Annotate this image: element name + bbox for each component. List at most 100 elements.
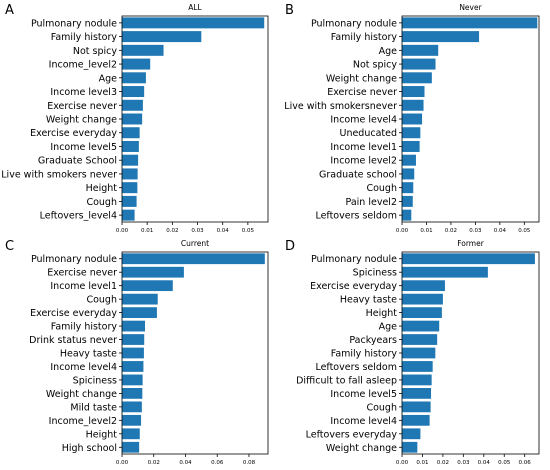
x-tick-label: 0.03 bbox=[457, 460, 470, 466]
bar bbox=[122, 361, 144, 372]
bar bbox=[122, 86, 145, 98]
y-tick-label: Income level1 bbox=[50, 281, 117, 292]
y-tick-label: Pulmonary nodule bbox=[311, 18, 397, 29]
bar bbox=[122, 293, 158, 305]
plot-frame bbox=[121, 15, 269, 223]
bar bbox=[402, 266, 488, 278]
bar bbox=[402, 293, 443, 305]
y-tick-label: Income level4 bbox=[50, 362, 117, 373]
chart-panel-D: D Former Pulmonary nodule Spiciness Exercise… bbox=[285, 239, 540, 466]
bar bbox=[402, 334, 438, 345]
bar bbox=[122, 374, 143, 386]
bar bbox=[402, 361, 433, 372]
y-tick-label: Graduate School bbox=[38, 156, 117, 167]
y-tick-label: Difficult to fall asleep bbox=[296, 375, 397, 386]
bar bbox=[122, 31, 202, 43]
x-tick-label: 0.04 bbox=[217, 228, 230, 234]
bar bbox=[122, 334, 145, 345]
x-tick-label: 0.03 bbox=[469, 228, 482, 234]
bar bbox=[402, 280, 445, 292]
x-tick-label: 0.05 bbox=[498, 460, 511, 466]
y-tick-label: Age bbox=[379, 46, 398, 57]
bar bbox=[122, 195, 137, 207]
plot-frame bbox=[121, 251, 269, 455]
bar bbox=[402, 168, 415, 180]
y-tick-label: Exercise everyday bbox=[30, 308, 117, 319]
y-tick-label: Packyears bbox=[349, 335, 397, 346]
chart-panel-C: C Current Pulmonary nodule Exercise never In… bbox=[5, 239, 269, 466]
bar bbox=[122, 209, 135, 221]
y-tick-label: Spiciness bbox=[353, 268, 397, 279]
y-tick-label: Exercise everyday bbox=[30, 128, 117, 139]
bar bbox=[402, 253, 535, 265]
y-tick-label: Live with smokersnever bbox=[284, 101, 397, 112]
x-tick-label: 0.02 bbox=[445, 228, 457, 234]
y-tick-label: Income level5 bbox=[330, 389, 397, 400]
bar bbox=[402, 127, 421, 139]
bar bbox=[402, 72, 432, 84]
panel-title: Former bbox=[457, 239, 485, 248]
x-tick-label: 0.01 bbox=[420, 228, 432, 234]
bar bbox=[402, 44, 439, 56]
y-tick-label: Cough bbox=[366, 183, 397, 194]
y-tick-label: Uneducated bbox=[339, 128, 397, 139]
bar bbox=[122, 154, 139, 166]
bar bbox=[402, 414, 430, 426]
x-tick-label: 0.05 bbox=[242, 228, 255, 234]
x-tick-label: 0.04 bbox=[494, 228, 507, 234]
y-tick-label: Not spicy bbox=[73, 46, 118, 57]
x-tick-label: 0.06 bbox=[519, 460, 532, 466]
bar bbox=[402, 374, 432, 386]
y-tick-label: Graduate school bbox=[319, 169, 397, 180]
bar bbox=[122, 401, 142, 413]
x-tick-label: 0.02 bbox=[148, 460, 160, 466]
panel-letter: D bbox=[285, 239, 295, 254]
bar bbox=[122, 99, 143, 111]
y-tick-label: Family history bbox=[331, 32, 398, 43]
bar bbox=[402, 182, 414, 194]
bar bbox=[122, 72, 146, 84]
y-tick-label: Exercise never bbox=[47, 268, 117, 279]
x-tick-label: 0.01 bbox=[416, 460, 428, 466]
bar bbox=[402, 154, 416, 166]
bar bbox=[122, 347, 144, 359]
y-tick-label: Leftovers everyday bbox=[306, 429, 398, 440]
bar bbox=[122, 388, 143, 399]
chart-panel-B: B Never Pulmonary nodule Family history Age N… bbox=[284, 3, 540, 234]
x-tick-label: 0.00 bbox=[116, 228, 129, 234]
bar bbox=[122, 441, 140, 453]
y-tick-label: Drink status never bbox=[29, 335, 117, 346]
bar bbox=[122, 17, 265, 29]
panel-title: Current bbox=[181, 239, 209, 248]
y-tick-label: Height bbox=[366, 308, 398, 319]
y-tick-label: Cough bbox=[86, 295, 117, 306]
bar bbox=[122, 280, 173, 292]
y-tick-label: Live with smokers never bbox=[1, 169, 117, 180]
x-tick-label: 0.02 bbox=[437, 460, 449, 466]
y-tick-label: Heavy taste bbox=[60, 349, 117, 360]
bar bbox=[402, 195, 413, 207]
panel-letter: B bbox=[285, 3, 294, 18]
x-tick-label: 0.04 bbox=[478, 460, 491, 466]
y-tick-label: Income level3 bbox=[50, 87, 117, 98]
y-tick-label: Family history bbox=[51, 32, 118, 43]
y-tick-label: Pulmonary nodule bbox=[31, 18, 117, 29]
y-tick-label: Cough bbox=[366, 402, 397, 413]
y-tick-label: High school bbox=[62, 443, 117, 454]
y-tick-label: Height bbox=[86, 429, 118, 440]
y-tick-label: Income level4 bbox=[330, 416, 397, 427]
x-tick-label: 0.06 bbox=[211, 460, 224, 466]
x-tick-label: 0.02 bbox=[166, 228, 178, 234]
y-tick-label: Mild taste bbox=[70, 402, 117, 413]
y-tick-label: Spiciness bbox=[73, 375, 117, 386]
bar bbox=[122, 58, 151, 70]
y-tick-label: Pulmonary nodule bbox=[31, 254, 117, 265]
panel-letter: C bbox=[5, 239, 14, 254]
y-tick-label: Income_level2 bbox=[49, 416, 117, 427]
bar bbox=[402, 86, 425, 98]
bar bbox=[122, 428, 140, 440]
y-tick-label: Exercise never bbox=[47, 101, 117, 112]
plot-frame bbox=[401, 15, 540, 223]
bar bbox=[402, 307, 442, 318]
y-tick-label: Height bbox=[86, 183, 118, 194]
